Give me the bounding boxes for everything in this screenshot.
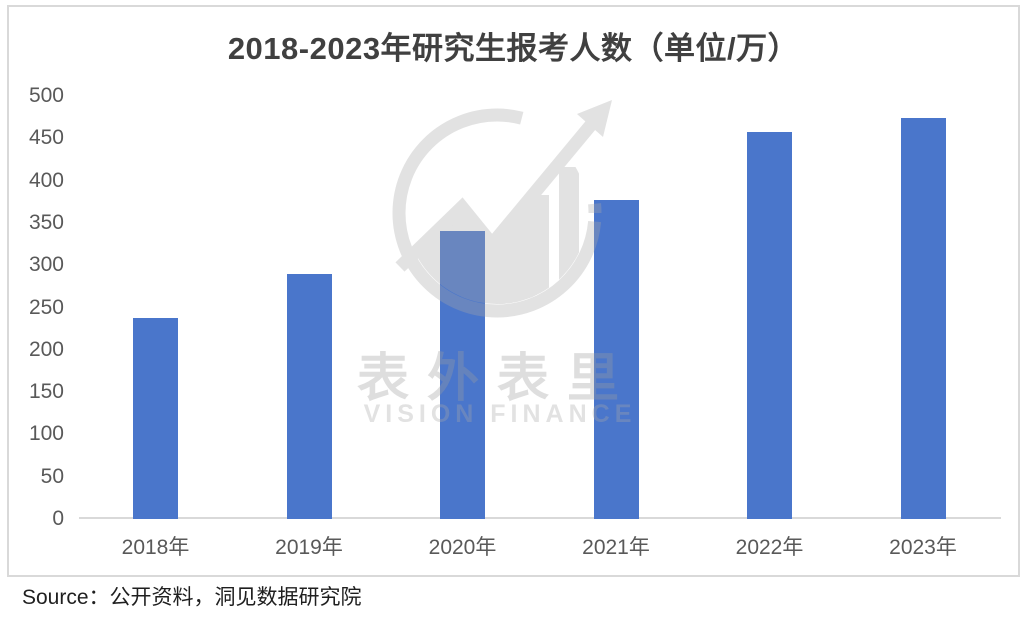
y-tick-label: 0 [52, 507, 64, 530]
y-tick-label: 100 [28, 422, 64, 446]
y-tick-label: 150 [28, 380, 64, 404]
chart-frame: 2018-2023年研究生报考人数（单位/万） 0 50 100 150 200 250 3… [7, 5, 1020, 577]
chart-title: 2018-2023年研究生报考人数（单位/万） [227, 31, 800, 66]
x-axis-line [79, 517, 1001, 519]
bar-2020年 [440, 230, 485, 519]
x-tick-label: 2019年 [275, 536, 343, 559]
y-tick-label: 350 [28, 210, 64, 234]
y-tick-label: 500 [28, 84, 64, 107]
x-tick-label: 2022年 [735, 536, 804, 559]
x-tick-label: 2021年 [582, 536, 650, 559]
y-tick-label: 250 [28, 295, 64, 319]
watermark-logo-icon [392, 100, 612, 318]
y-tick-label: 400 [28, 168, 64, 192]
bar-2023年 [900, 117, 946, 519]
bar-2018年 [133, 317, 178, 519]
source-note: Source：公开资料，洞见数据研究院 [22, 586, 362, 609]
x-tick-label: 2023年 [889, 536, 957, 559]
y-tick-label: 300 [28, 253, 64, 277]
bar-2019年 [286, 273, 332, 519]
bar-2021年 [593, 200, 639, 519]
bar-2022年 [747, 132, 792, 519]
x-tick-label: 2018年 [121, 536, 190, 559]
y-tick-label: 200 [28, 337, 64, 361]
x-tick-label: 2020年 [428, 536, 497, 559]
watermark: 表外表里 VISION FINANCE [292, 92, 732, 452]
y-tick-label: 50 [40, 464, 64, 488]
y-tick-label: 450 [28, 126, 64, 150]
